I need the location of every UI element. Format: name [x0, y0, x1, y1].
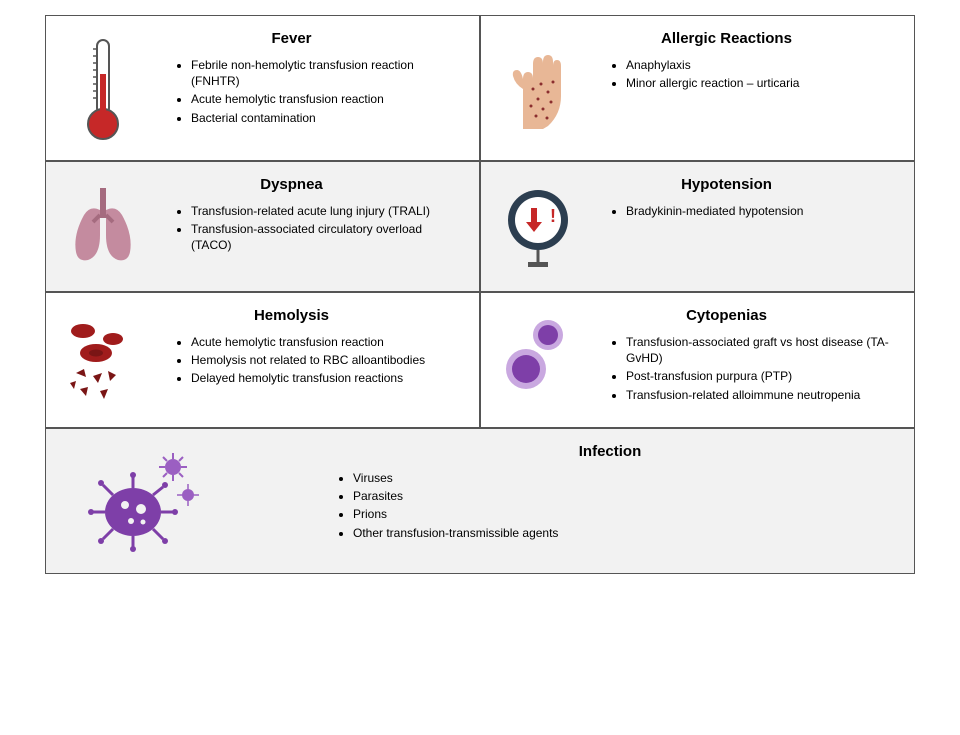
cell-title: Cytopenias — [591, 307, 902, 324]
list-item: Prions — [353, 506, 894, 522]
list-item: Acute hemolytic transfusion reaction — [191, 334, 459, 350]
hand-rash-icon — [493, 30, 583, 134]
grid-row: Fever Febrile non-hemolytic transfusion … — [45, 15, 915, 161]
thermometer-icon — [58, 30, 148, 144]
cell-items: Acute hemolytic transfusion reaction Hem… — [156, 334, 467, 387]
cell-title: Dyspnea — [156, 176, 467, 193]
purple-cells-icon — [493, 307, 583, 401]
list-item: Bacterial contamination — [191, 110, 459, 126]
cell-title: Allergic Reactions — [591, 30, 902, 47]
cell-hemolysis: Hemolysis Acute hemolytic transfusion re… — [45, 292, 480, 428]
cell-fever: Fever Febrile non-hemolytic transfusion … — [45, 15, 480, 161]
list-item: Transfusion-related acute lung injury (T… — [191, 203, 459, 219]
transfusion-reactions-grid: Fever Febrile non-hemolytic transfusion … — [45, 15, 915, 574]
cell-content: Hemolysis Acute hemolytic transfusion re… — [148, 307, 467, 389]
list-item: Viruses — [353, 470, 894, 486]
cell-items: Transfusion-related acute lung injury (T… — [156, 203, 467, 254]
cell-content: Allergic Reactions Anaphylaxis Minor all… — [583, 30, 902, 93]
grid-row: Infection Viruses Parasites Prions Other… — [45, 428, 915, 574]
cell-items: Bradykinin-mediated hypotension — [591, 203, 902, 219]
cell-items: Febrile non-hemolytic transfusion reacti… — [156, 57, 467, 126]
cell-title: Fever — [156, 30, 467, 47]
list-item: Transfusion-related alloimmune neutropen… — [626, 387, 894, 403]
list-item: Delayed hemolytic transfusion reactions — [191, 370, 459, 386]
cell-title: Infection — [318, 443, 902, 460]
list-item: Bradykinin-mediated hypotension — [626, 203, 894, 219]
cell-cytopenias: Cytopenias Transfusion-associated graft … — [480, 292, 915, 428]
cell-title: Hemolysis — [156, 307, 467, 324]
cell-content: Cytopenias Transfusion-associated graft … — [583, 307, 902, 405]
cell-title: Hypotension — [591, 176, 902, 193]
grid-row: Dyspnea Transfusion-related acute lung i… — [45, 161, 915, 292]
list-item: Parasites — [353, 488, 894, 504]
cell-content: Fever Febrile non-hemolytic transfusion … — [148, 30, 467, 128]
svg-text:!: ! — [550, 206, 556, 226]
cell-allergic: Allergic Reactions Anaphylaxis Minor all… — [480, 15, 915, 161]
list-item: Hemolysis not related to RBC alloantibod… — [191, 352, 459, 368]
cell-content: Infection Viruses Parasites Prions Other… — [228, 443, 902, 543]
list-item: Minor allergic reaction – urticaria — [626, 75, 894, 91]
rbc-fragments-icon — [58, 307, 148, 411]
list-item: Post-transfusion purpura (PTP) — [626, 368, 894, 384]
grid-row: Hemolysis Acute hemolytic transfusion re… — [45, 292, 915, 428]
cell-infection: Infection Viruses Parasites Prions Other… — [45, 428, 915, 574]
list-item: Other transfusion-transmissible agents — [353, 525, 894, 541]
microbe-icon — [58, 443, 228, 557]
list-item: Acute hemolytic transfusion reaction — [191, 91, 459, 107]
list-item: Anaphylaxis — [626, 57, 894, 73]
cell-items: Anaphylaxis Minor allergic reaction – ur… — [591, 57, 902, 91]
cell-items: Transfusion-associated graft vs host dis… — [591, 334, 902, 403]
cell-hypotension: ! Hypotension Bradykinin-mediated hypote… — [480, 161, 915, 292]
lungs-icon — [58, 176, 148, 270]
list-item: Transfusion-associated circulatory overl… — [191, 221, 459, 253]
cell-content: Dyspnea Transfusion-related acute lung i… — [148, 176, 467, 256]
cell-items: Viruses Parasites Prions Other transfusi… — [318, 470, 902, 541]
list-item: Transfusion-associated graft vs host dis… — [626, 334, 894, 366]
gauge-icon: ! — [493, 176, 583, 275]
cell-dyspnea: Dyspnea Transfusion-related acute lung i… — [45, 161, 480, 292]
list-item: Febrile non-hemolytic transfusion reacti… — [191, 57, 459, 89]
cell-content: Hypotension Bradykinin-mediated hypotens… — [583, 176, 902, 221]
